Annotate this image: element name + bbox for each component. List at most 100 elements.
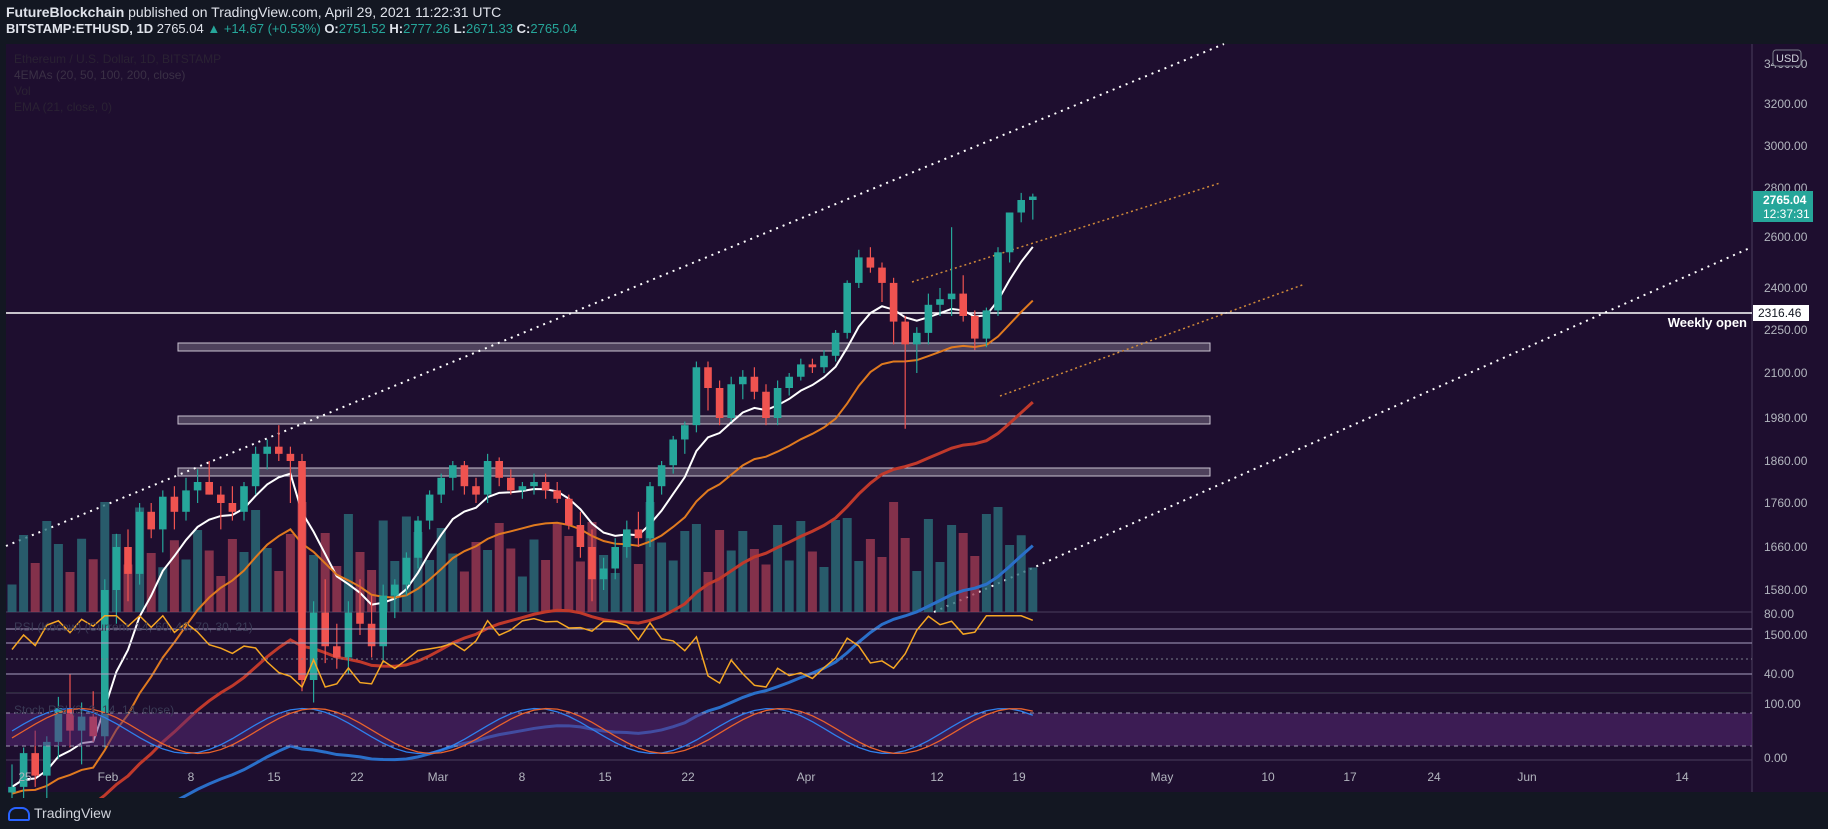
- time-tick-label: 8: [519, 770, 526, 784]
- candle-body: [634, 529, 643, 539]
- legend-ema21[interactable]: EMA (21, close, 0): [14, 100, 113, 114]
- close-label: C:: [516, 21, 531, 36]
- volume-bar: [169, 540, 179, 612]
- volume-bar: [30, 563, 40, 612]
- support-zone-lower[interactable]: [177, 467, 1211, 477]
- candle-body: [182, 490, 190, 512]
- stoch-tick-label: 0.00: [1764, 751, 1788, 765]
- orange-trendline-lower[interactable]: [999, 283, 1306, 397]
- time-tick-label: 22: [350, 770, 364, 784]
- time-tick-label: 12: [930, 770, 944, 784]
- close-value: 2765.04: [530, 21, 578, 36]
- candle-body: [414, 520, 422, 558]
- volume-bar: [1016, 535, 1026, 612]
- volume-bar: [889, 502, 899, 612]
- low-label: L:: [453, 21, 467, 36]
- candle-body: [286, 453, 295, 461]
- volume-bar: [332, 566, 342, 612]
- volume-bar: [784, 560, 794, 612]
- legend-vol[interactable]: Vol: [14, 84, 31, 98]
- legend-emas[interactable]: 4EMAs (20, 50, 100, 200, close): [14, 68, 186, 82]
- legend-stoch[interactable]: Stoch RSI (3, 3, 14, 14, close): [14, 703, 175, 717]
- candle-body: [1029, 196, 1037, 201]
- time-tick-label: 10: [1261, 770, 1275, 784]
- volume-bar: [564, 536, 574, 612]
- ema-50-line: [11, 299, 1034, 795]
- candle-body: [797, 364, 805, 377]
- volume-bar: [947, 525, 957, 612]
- candle-body: [344, 612, 353, 658]
- price-tick-label: 3200.00: [1764, 97, 1808, 111]
- candle-body: [193, 482, 202, 491]
- candle-body: [402, 557, 411, 585]
- candle-body: [982, 310, 991, 339]
- volume-bar: [262, 548, 272, 612]
- open-value: 2751.52: [338, 21, 386, 36]
- price-tick-label: 2400.00: [1764, 281, 1808, 295]
- currency-badge[interactable]: [1772, 49, 1802, 67]
- volume-bar: [715, 530, 725, 612]
- volume-bar: [309, 555, 319, 612]
- candle-body: [599, 568, 608, 580]
- volume-bar: [761, 564, 771, 612]
- time-tick-label: Jun: [1517, 770, 1536, 784]
- volume-bar: [807, 551, 817, 612]
- channel-upper-line[interactable]: [5, 43, 1225, 547]
- candle-body: [576, 525, 585, 547]
- volume-bar: [865, 539, 875, 612]
- author-name[interactable]: FutureBlockchain: [6, 4, 125, 20]
- price-tick-label: 1760.00: [1764, 496, 1808, 510]
- volume-bar: [738, 531, 748, 612]
- candle-body: [1017, 200, 1025, 213]
- candle-body: [773, 388, 782, 418]
- last-price-value: 2765.04: [1763, 193, 1807, 207]
- volume-bar: [831, 520, 841, 612]
- candle-body: [588, 547, 596, 580]
- candle-body: [391, 584, 399, 596]
- legend-title[interactable]: Ethereum / U.S. Dollar, 1D, BITSTAMP: [14, 52, 222, 66]
- time-axis: [6, 760, 1752, 792]
- volume-bar: [483, 550, 493, 612]
- support-zone-upper[interactable]: [177, 342, 1211, 352]
- time-tick-label: 15: [267, 770, 281, 784]
- candle-body: [646, 486, 654, 539]
- candle-body: [298, 461, 306, 680]
- price-tick-label: 1660.00: [1764, 540, 1808, 554]
- orange-trendline-upper[interactable]: [911, 182, 1221, 283]
- footer-bar: TradingView: [0, 798, 1828, 829]
- time-tick-label: 15: [598, 770, 612, 784]
- volume-bar: [193, 530, 203, 612]
- volume-bar: [610, 573, 620, 612]
- tradingview-logo[interactable]: TradingView: [8, 805, 111, 822]
- candle-body: [565, 498, 573, 525]
- candle-body: [19, 753, 28, 787]
- volume-bar: [100, 502, 110, 612]
- volume-bar: [796, 521, 806, 612]
- legend-rsi[interactable]: RSI (Kocow) (Current, 14, 60, 40, 70, 30…: [14, 620, 253, 634]
- volume-bar: [958, 533, 968, 612]
- price-pane[interactable]: [6, 44, 1752, 612]
- volume-bar: [749, 549, 759, 612]
- rsi-pane[interactable]: [6, 612, 1752, 692]
- volume-bar: [657, 542, 667, 612]
- high-label: H:: [389, 21, 404, 36]
- volume-bar: [274, 571, 284, 612]
- volume-bar: [529, 539, 539, 612]
- candle-body: [947, 293, 956, 300]
- volume-bar: [239, 552, 249, 612]
- candle-body: [159, 496, 167, 530]
- candle-body: [936, 299, 944, 305]
- candle-body: [971, 316, 979, 339]
- price-axis[interactable]: [1752, 44, 1828, 792]
- candle-body: [913, 332, 921, 345]
- time-tick-label: Apr: [797, 770, 816, 784]
- candle-body: [495, 461, 503, 478]
- candle-body: [309, 612, 318, 680]
- volume-bar: [181, 559, 191, 612]
- candle-body: [843, 282, 851, 333]
- volume-bar: [146, 553, 156, 612]
- publish-header: FutureBlockchain published on TradingVie…: [6, 4, 501, 20]
- last-value: 2765.04: [156, 21, 204, 36]
- volume-bar: [575, 561, 585, 612]
